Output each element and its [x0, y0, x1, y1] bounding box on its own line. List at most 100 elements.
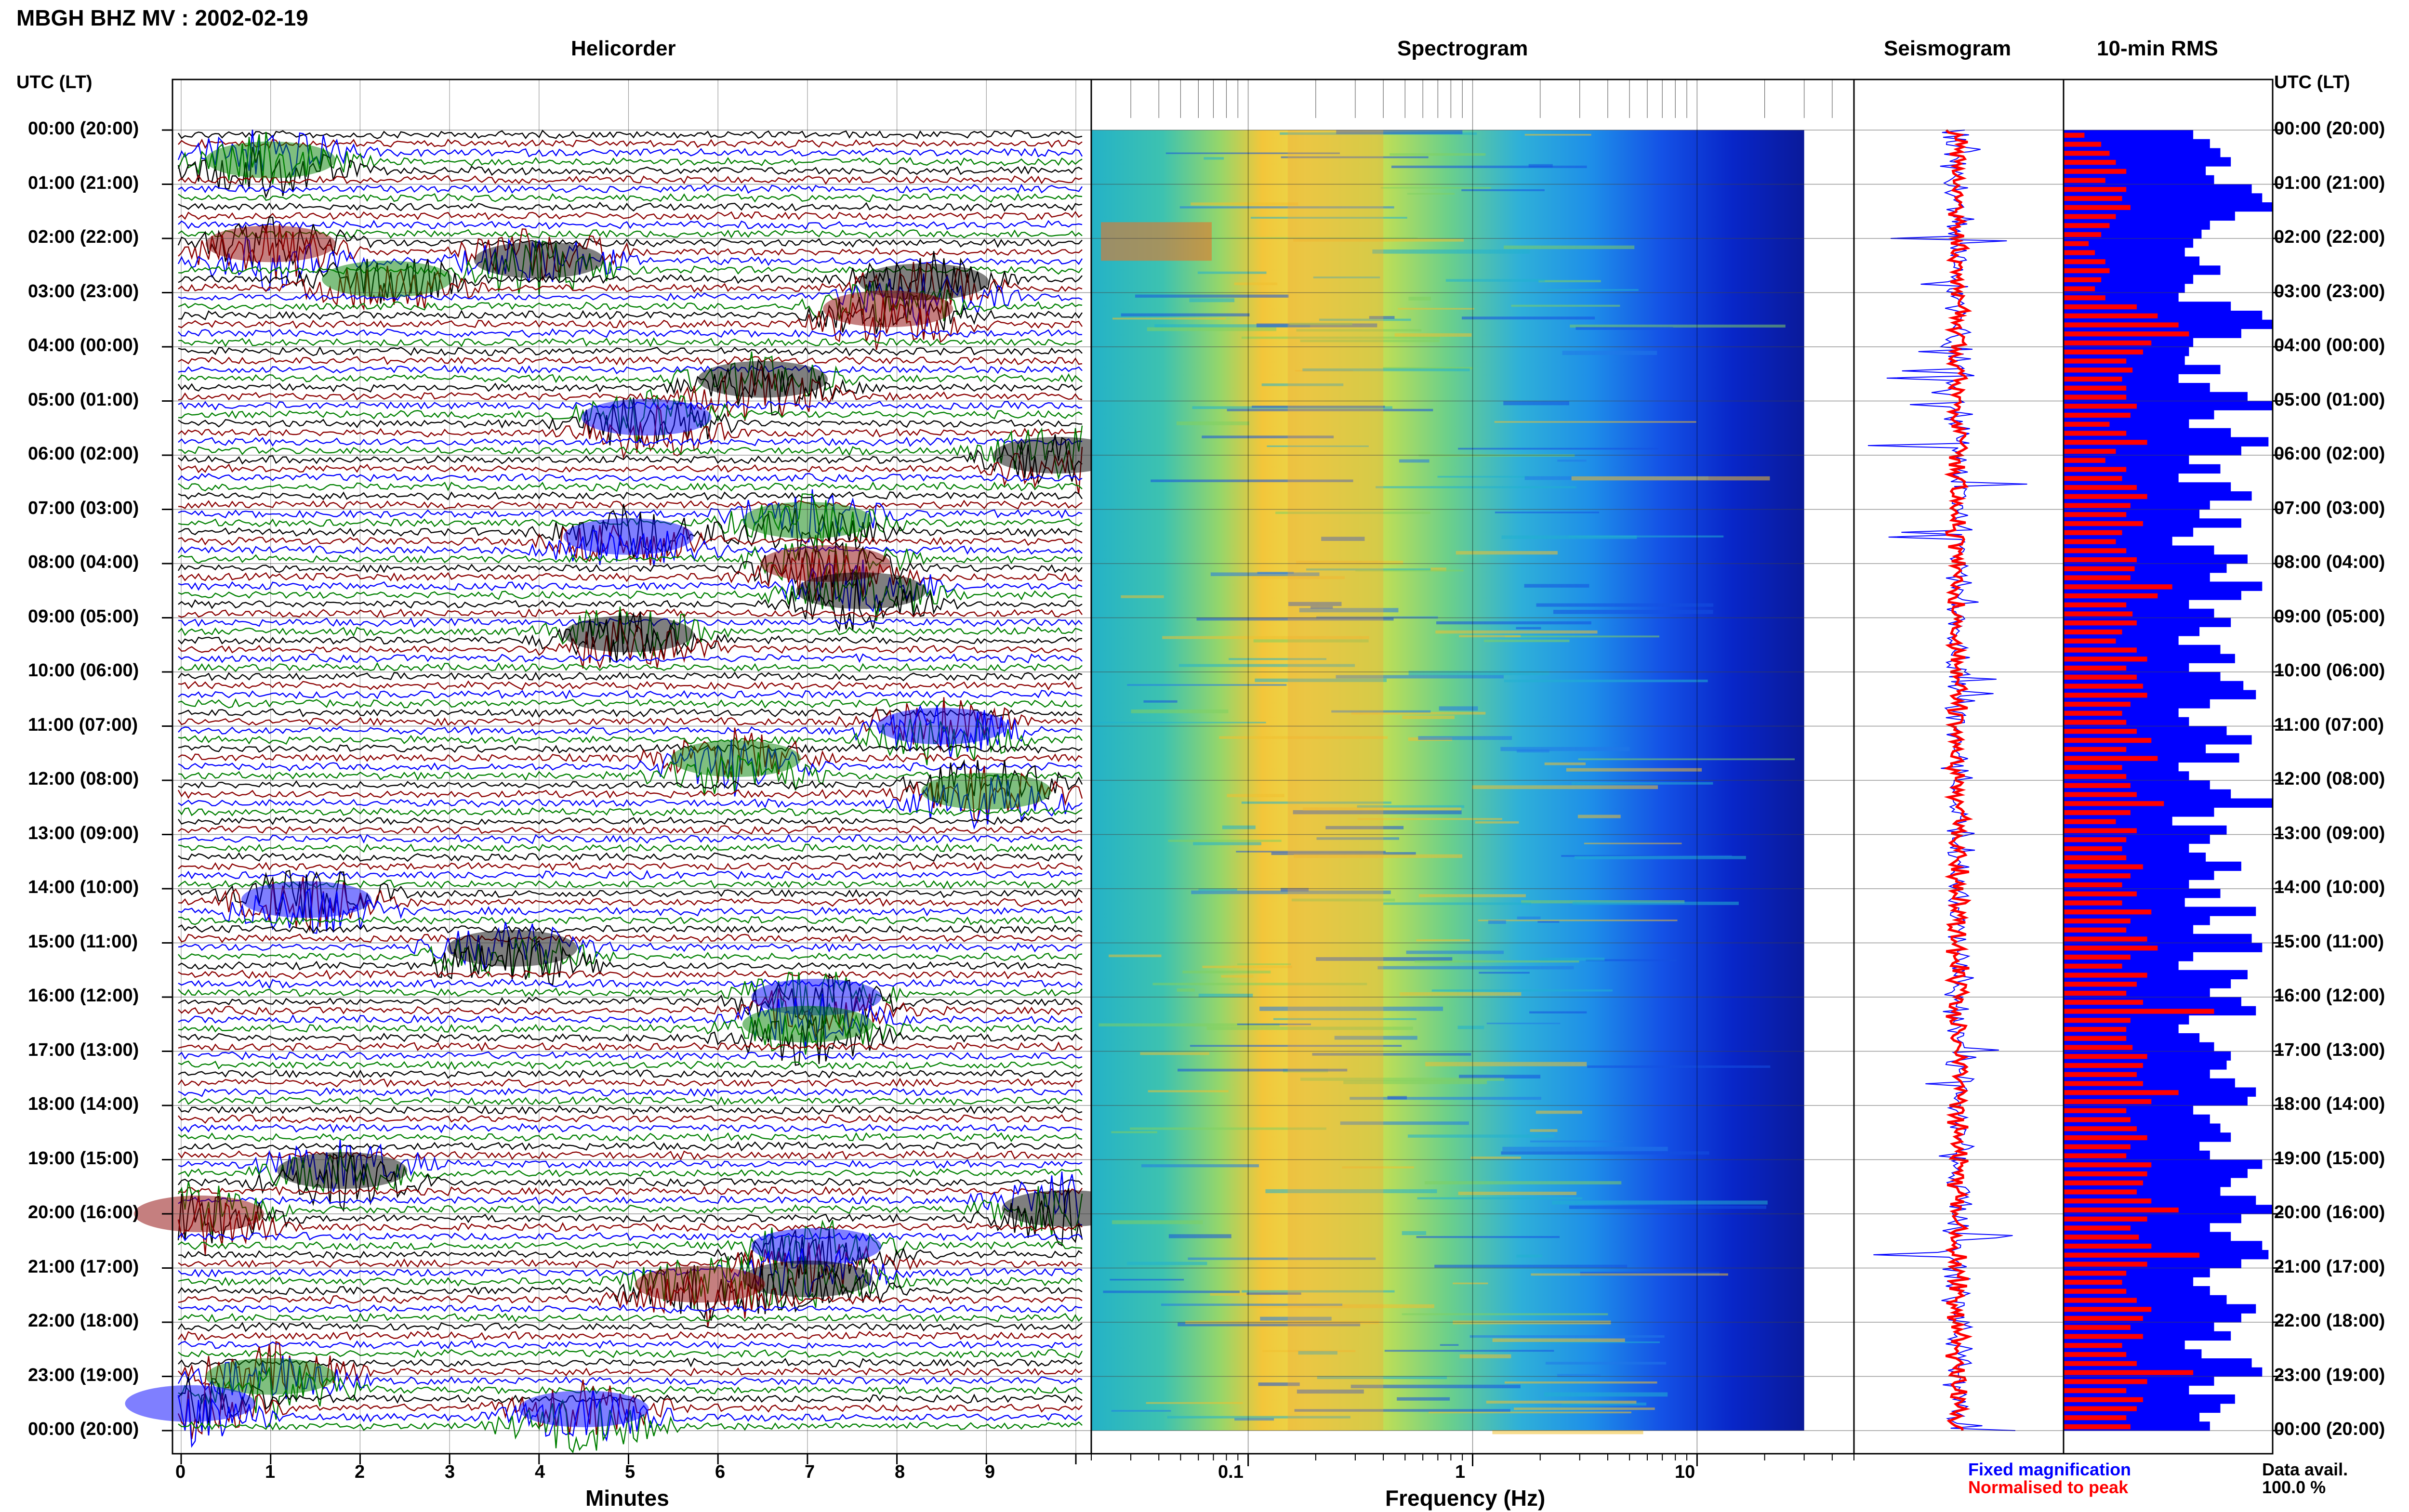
time-label-right: 00:00 (20:00): [2274, 118, 2385, 139]
spectrogram-streak: [1544, 762, 1586, 765]
rms-bar-normalised: [2064, 701, 2131, 707]
helicorder-trace: [178, 1132, 1083, 1143]
spectrogram-streak: [1537, 921, 1560, 923]
rms-bar-normalised: [2064, 629, 2122, 635]
spectrogram-streak: [1350, 1384, 1521, 1389]
spectrogram-streak: [1241, 802, 1391, 804]
spectrogram-streak: [1517, 916, 1541, 920]
spectrogram-streak: [1131, 709, 1229, 713]
helicorder-trace: [178, 816, 1082, 826]
spectrogram-streak: [1557, 460, 1587, 462]
rms-bar-normalised: [2064, 765, 2122, 770]
helicorder-trace: [178, 552, 1083, 604]
rms-bar-fixed: [2064, 238, 2194, 248]
rms-bar-normalised: [2064, 936, 2147, 942]
helicorder-trace: [178, 653, 1083, 664]
rms-bar-normalised: [2064, 710, 2122, 716]
spectrogram-streak: [1317, 1376, 1447, 1380]
spectrogram-streak: [1098, 722, 1266, 723]
rms-bar-normalised: [2064, 1415, 2127, 1420]
spectrogram-streak: [1587, 1065, 1771, 1068]
rms-bar-normalised: [2064, 331, 2189, 337]
rms-bar-normalised: [2064, 548, 2127, 553]
spectrogram-streak: [1453, 1282, 1488, 1285]
rms-bar-normalised: [2064, 151, 2110, 156]
helicorder-trace: [178, 489, 1083, 543]
helicorder-trace: [178, 743, 1083, 754]
rms-bar-normalised: [2064, 1171, 2147, 1177]
spectrogram-streak: [1553, 610, 1713, 614]
spectrogram-streak: [1569, 1205, 1767, 1209]
spectrogram-streak: [1459, 1075, 1541, 1078]
spectrogram-streak: [1291, 898, 1395, 902]
spectrogram-streak: [1351, 711, 1486, 715]
rms-bar-normalised: [2064, 774, 2127, 779]
rms-bar-normalised: [2064, 1361, 2137, 1366]
spectrogram-streak: [1552, 1200, 1768, 1205]
time-label-right: 19:00 (15:00): [2274, 1148, 2385, 1169]
helicorder-event: [751, 1228, 882, 1265]
rms-bar-normalised: [2064, 1099, 2152, 1104]
helicorder-trace: [178, 1330, 1083, 1341]
spectrogram-streak: [1112, 1220, 1203, 1224]
helicorder-trace: [178, 1051, 1083, 1061]
rms-bar-normalised: [2064, 286, 2095, 291]
helicorder-event: [563, 616, 694, 653]
rms-bar-normalised: [2064, 169, 2127, 174]
spectrogram-streak: [1250, 217, 1407, 219]
helicorder-trace: [178, 500, 1083, 510]
helicorder-trace: [178, 852, 1083, 862]
rms-bar-normalised: [2064, 322, 2179, 328]
time-label-left: 13:00 (09:00): [28, 823, 139, 843]
spectrogram-streak: [1198, 888, 1237, 891]
rms-bar-normalised: [2064, 349, 2143, 355]
rms-bar-normalised: [2064, 693, 2147, 698]
spectrogram-streak: [1472, 785, 1658, 789]
rms-bar-normalised: [2064, 1288, 2127, 1294]
spectrogram-streak: [1372, 249, 1530, 254]
spectrogram-streak: [1504, 245, 1635, 250]
rms-bar-normalised: [2064, 720, 2127, 725]
spectrogram-streak: [1258, 1382, 1300, 1386]
spectrogram-streak: [1111, 1131, 1158, 1133]
spectrogram-streak: [1313, 276, 1380, 278]
spectrogram-streak: [1273, 1018, 1417, 1020]
spectrogram-streak: [1394, 333, 1472, 337]
helicorder-trace: [178, 993, 1083, 1048]
time-label-left: 15:00 (11:00): [28, 931, 138, 952]
helicorder-trace: [178, 328, 1083, 338]
helicorder-event: [563, 518, 694, 555]
time-label-right: 13:00 (09:00): [2274, 823, 2385, 843]
time-label-left: 07:00 (03:00): [28, 498, 139, 518]
spectrogram-streak: [1416, 1236, 1560, 1238]
rms-bar-normalised: [2064, 999, 2143, 1005]
rms-bar-normalised: [2064, 539, 2116, 544]
spectrogram-streak: [1572, 901, 1739, 905]
spectrogram-streak: [1204, 157, 1224, 160]
helicorder-trace: [178, 1248, 1083, 1300]
helicorder-trace: [178, 843, 1083, 853]
helicorder-trace: [178, 1275, 1083, 1328]
spectrogram-streak: [1390, 153, 1486, 156]
time-label-left: 04:00 (00:00): [28, 335, 139, 355]
helicorder-trace: [178, 921, 1083, 972]
spectrogram-low-frequency-burst: [1101, 222, 1212, 261]
rms-bar-normalised: [2064, 448, 2116, 454]
time-label-left: 06:00 (02:00): [28, 444, 139, 464]
spectrogram-streak: [1529, 1011, 1587, 1013]
helicorder-trace: [178, 569, 1083, 621]
helicorder-trace: [178, 972, 1083, 1016]
helicorder-trace: [178, 988, 1083, 1039]
rms-bar-fixed: [2064, 130, 2194, 140]
rms-bar-normalised: [2064, 214, 2116, 219]
time-label-left: 11:00 (07:00): [28, 714, 138, 735]
panel-frames: [172, 79, 2274, 1455]
helicorder-trace: [178, 1096, 1083, 1106]
rms-bar-normalised: [2064, 982, 2137, 987]
spectrogram-streak: [1177, 988, 1195, 992]
rms-bar-normalised: [2064, 178, 2105, 183]
spectrogram-streak: [1147, 327, 1277, 331]
helicorder-traces: [125, 129, 1132, 1454]
data-availability-label: Data avail.: [2262, 1459, 2348, 1479]
